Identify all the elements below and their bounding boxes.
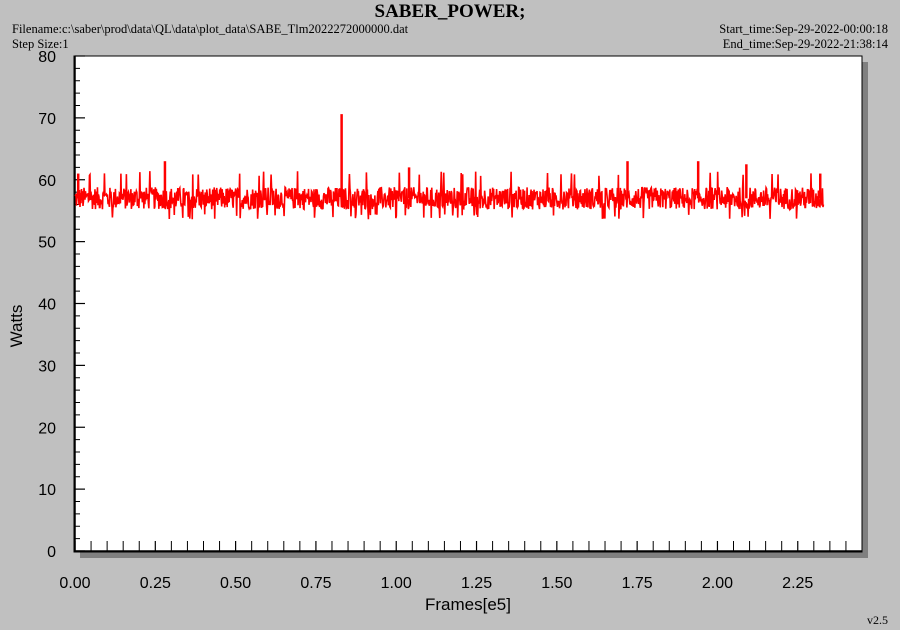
y-tick-label: 80 bbox=[38, 49, 56, 66]
y-axis-label: Watts bbox=[7, 305, 26, 348]
x-tick-label: 1.00 bbox=[381, 575, 412, 592]
series-group bbox=[74, 114, 825, 220]
y-tick-label: 40 bbox=[38, 297, 56, 314]
axis-ticks bbox=[74, 55, 863, 552]
x-tick-label: 1.50 bbox=[541, 575, 572, 592]
y-tick-label: 20 bbox=[38, 420, 56, 437]
start-time-label: Start_time:Sep-29-2022-00:00:18 bbox=[719, 22, 888, 36]
x-tick-label: 2.25 bbox=[782, 575, 813, 592]
filename-label: Filename:c:\saber\prod\data\QL\data\plot… bbox=[12, 22, 409, 36]
y-tick-label: 70 bbox=[38, 111, 56, 128]
x-tick-label: 0.25 bbox=[140, 575, 171, 592]
y-tick-label: 50 bbox=[38, 235, 56, 252]
y-tick-label: 10 bbox=[38, 482, 56, 499]
plot-area bbox=[73, 55, 863, 553]
y-tick-label: 60 bbox=[38, 173, 56, 190]
x-tick-label: 2.00 bbox=[702, 575, 733, 592]
x-tick-label: 0.50 bbox=[220, 575, 251, 592]
end-time-label: End_time:Sep-29-2022-21:38:14 bbox=[722, 37, 888, 51]
version-label: v2.5 bbox=[867, 613, 888, 627]
y-tick-label: 30 bbox=[38, 358, 56, 375]
x-tick-label: 0.75 bbox=[300, 575, 331, 592]
x-tick-label: 1.25 bbox=[461, 575, 492, 592]
x-tick-label: 1.75 bbox=[622, 575, 653, 592]
step-size-label: Step Size:1 bbox=[12, 37, 69, 51]
y-tick-label: 0 bbox=[47, 544, 56, 561]
series-line bbox=[74, 171, 825, 220]
x-axis-label: Frames[e5] bbox=[425, 595, 511, 614]
chart-title: SABER_POWER; bbox=[374, 1, 526, 22]
x-tick-label: 0.00 bbox=[59, 575, 90, 592]
